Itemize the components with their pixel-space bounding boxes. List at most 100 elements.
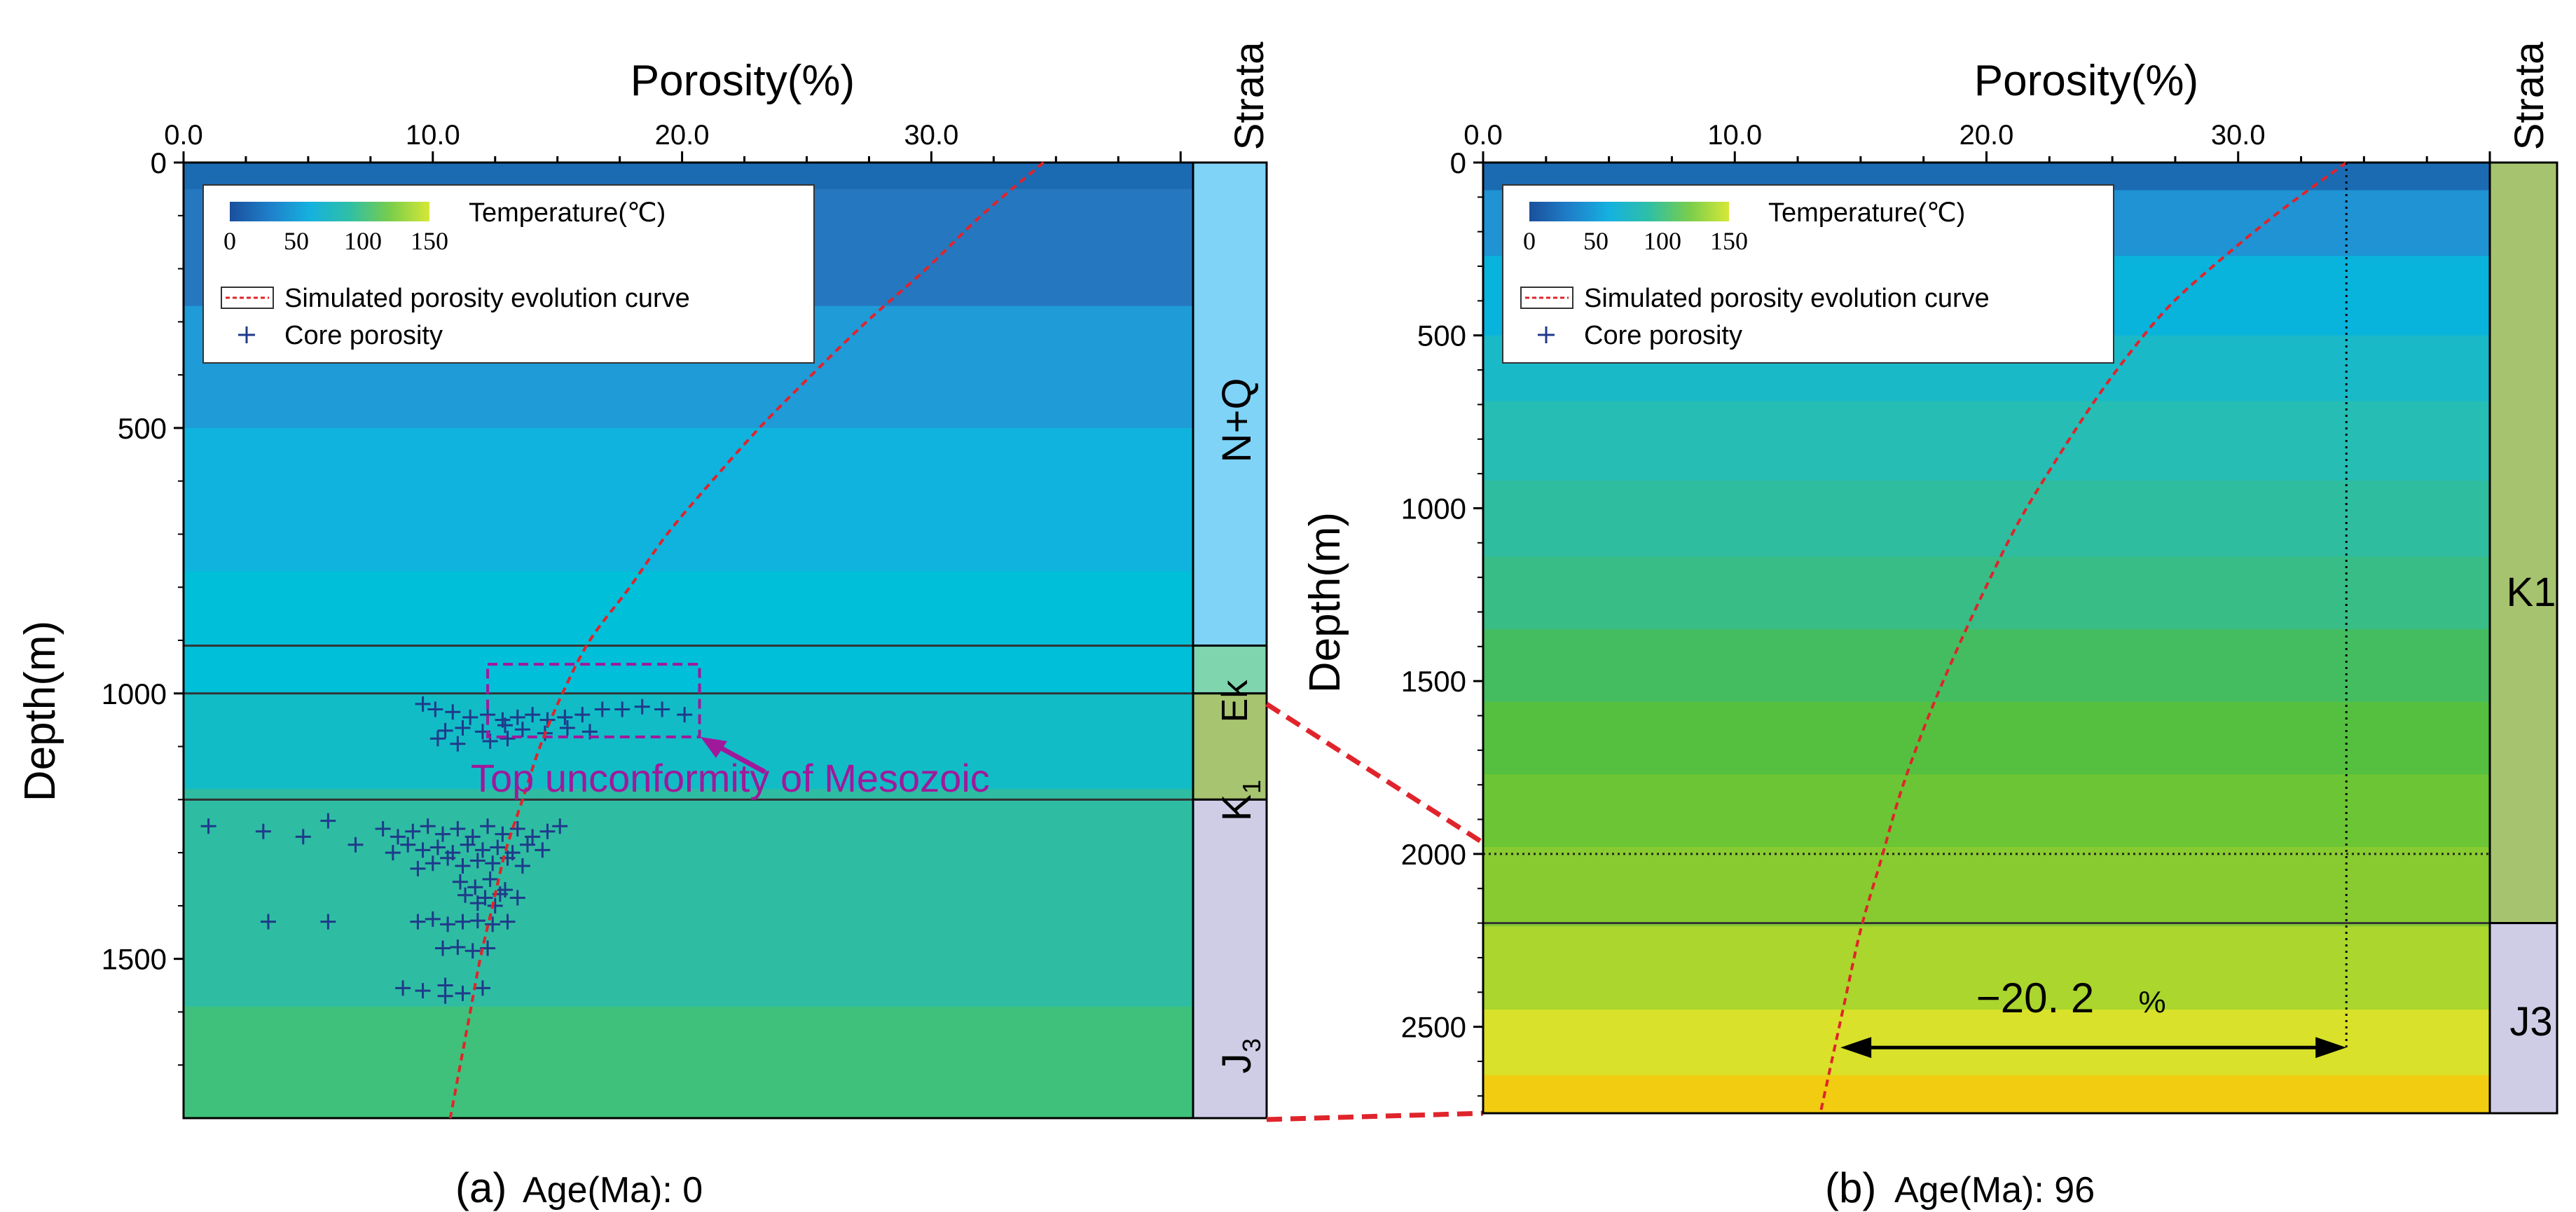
strata-label-j3: J 3 [1214, 1038, 1266, 1074]
core-porosity-point [634, 698, 650, 715]
core-porosity-point [469, 853, 485, 869]
core-porosity-point [457, 887, 474, 903]
core-porosity-point [509, 709, 525, 725]
strata-label-ek: Ek [1215, 680, 1255, 723]
core-porosity-point [347, 836, 364, 853]
strata-label-j-main: J [1214, 1054, 1260, 1074]
annotation-text: Top unconformity of Mesozoic [471, 756, 990, 800]
core-porosity-point [487, 897, 503, 914]
difference-value: −20. 2 [1976, 975, 2095, 1021]
y-tick-label: 1000 [1401, 492, 1466, 525]
core-porosity-point [469, 913, 485, 929]
core-porosity-point [539, 823, 556, 839]
colorbar-title: Temperature(℃) [1768, 198, 1965, 228]
colorbar-tick-label: 150 [411, 227, 448, 255]
core-porosity-point [514, 858, 530, 874]
colorbar-tick-label: 50 [1583, 227, 1609, 255]
core-porosity-point [574, 707, 591, 723]
temperature-band [1483, 401, 2490, 481]
core-porosity-point [385, 845, 401, 861]
colorbar-tick-label: 150 [1710, 227, 1748, 255]
core-porosity-point [495, 826, 511, 842]
core-porosity-point [482, 872, 498, 887]
porosity-difference-arrow [1840, 1037, 2347, 1059]
core-porosity-point [500, 731, 516, 747]
core-porosity-point [445, 704, 461, 720]
simulated-porosity-curve [1819, 161, 2348, 1114]
temperature-band [1483, 556, 2490, 630]
strata-block [1192, 798, 1268, 1120]
core-porosity-point [455, 720, 471, 736]
core-porosity-point [450, 939, 466, 955]
x-tick-label: 10.0 [1707, 120, 1762, 151]
strata-header: Strata [1227, 41, 1272, 150]
colorbar-title: Temperature(℃) [469, 198, 666, 228]
curve-legend-label: Simulated porosity evolution curve [284, 284, 690, 313]
legend: 0 50 100 150 Temperature(℃) Simulated porosit… [202, 184, 815, 364]
colorbar-tick-label: 50 [284, 227, 309, 255]
temperature-band [1483, 774, 2490, 848]
strata-block [2488, 161, 2558, 925]
points-legend-label: Core porosity [1584, 321, 1742, 350]
core-porosity-point [455, 985, 471, 1001]
y-tick-label: 500 [1417, 319, 1466, 352]
annotation-arrow-head [701, 737, 727, 758]
y-tick-label: 2500 [1401, 1011, 1466, 1044]
panel-a-caption: (a) Age(Ma): 0 [455, 1164, 703, 1211]
core-porosity-point [467, 879, 483, 895]
x-tick-label: 0.0 [164, 120, 203, 151]
core-porosity-point [654, 701, 670, 717]
temperature-band [1483, 480, 2490, 558]
core-porosity-point [260, 914, 276, 930]
core-porosity-point [320, 813, 336, 829]
core-porosity-point [552, 818, 568, 834]
core-porosity-point [509, 890, 525, 906]
core-porosity-point [410, 914, 426, 930]
core-porosity-point [469, 895, 485, 911]
core-porosity-point [485, 916, 501, 932]
unconformity-annotation: Top unconformity of Mesozoic [471, 737, 990, 800]
core-porosity-point [520, 836, 536, 853]
core-porosity-point [425, 855, 441, 872]
core-porosity-point [452, 874, 468, 890]
colorbar-tick-label: 100 [344, 227, 382, 255]
core-porosity-point [474, 980, 490, 996]
core-porosity-point [440, 850, 456, 866]
temperature-band [1483, 701, 2490, 775]
strata-block [2488, 922, 2558, 1115]
core-porosity-point [200, 818, 216, 834]
difference-arrow-head-right [2315, 1037, 2347, 1059]
core-porosity-point [295, 829, 311, 845]
y-tick-label: 0 [151, 146, 167, 179]
difference-unit: % [2138, 985, 2165, 1019]
strata-label-k-main: K [1214, 794, 1260, 821]
y-axis-ticks: 0 500 1000 1500 [102, 146, 184, 1066]
core-porosity-point [437, 722, 453, 738]
core-porosity-point [500, 914, 516, 930]
core-porosity-point [420, 818, 436, 834]
core-porosity-point [535, 842, 551, 858]
strata-column [2488, 161, 2558, 1115]
strata-block [1192, 645, 1268, 695]
temperature-band [184, 571, 1193, 694]
core-porosity-point [450, 821, 466, 837]
core-porosity-point [429, 731, 446, 747]
core-porosity-point [415, 983, 431, 999]
temperature-band [1483, 1075, 2490, 1114]
core-porosity-point [427, 701, 443, 717]
core-porosity-point [255, 823, 271, 839]
strata-block [1192, 161, 1268, 647]
x-tick-label: 20.0 [655, 120, 710, 151]
core-porosity-point [525, 707, 541, 723]
difference-arrow-head-left [1840, 1037, 1872, 1059]
x-axis-ticks: 0.0 10.0 20.0 30.0 [164, 120, 1182, 163]
panel-a-caption-label: (a) [455, 1164, 507, 1211]
core-porosity-point [455, 914, 471, 930]
y-tick-label: 2000 [1401, 838, 1466, 871]
panel-connectors [1265, 702, 1485, 1122]
core-porosity-point [474, 842, 490, 858]
x-tick-label: 0.0 [1463, 120, 1503, 151]
strata-boundaries [184, 645, 1193, 801]
core-porosity-point [395, 980, 411, 996]
